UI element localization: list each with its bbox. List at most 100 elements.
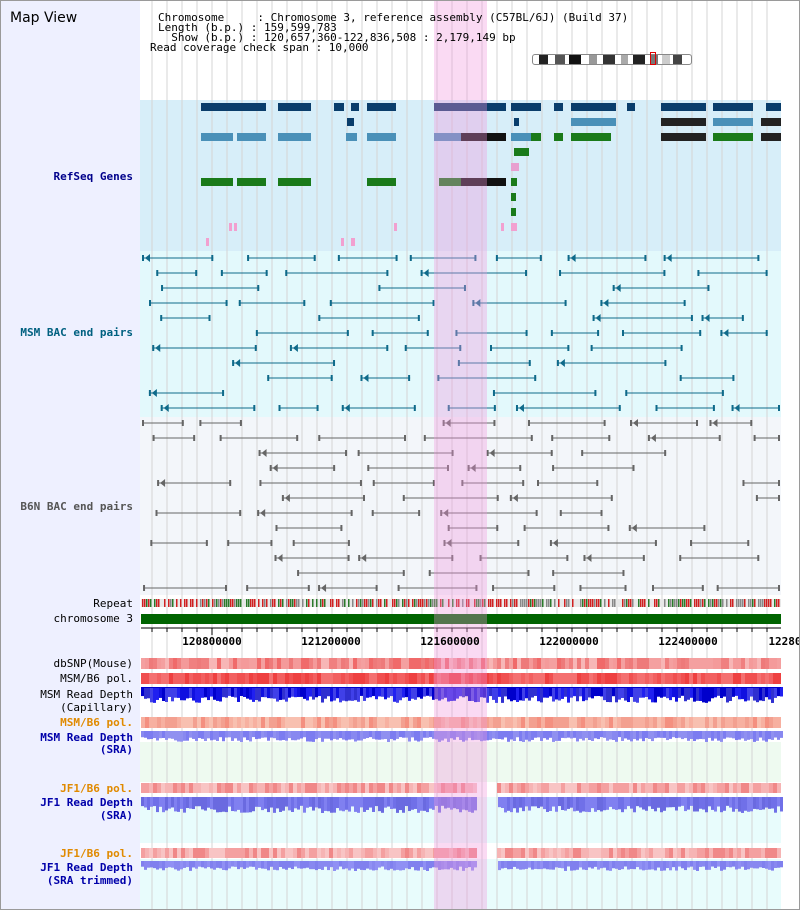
b6n-bac-pair: [718, 435, 721, 441]
jf1-b6-pol-strip: [365, 783, 369, 793]
jf1-b6-pol-strip-2: [777, 848, 781, 858]
msm-bac-pair: [590, 345, 593, 351]
b6n-bac-pair: [470, 464, 476, 472]
msm-depth-sra-label-2[interactable]: (SRA): [99, 743, 133, 756]
dbsnp-strip: [421, 658, 425, 669]
jf1-depth-trim-bar: [696, 861, 699, 871]
b6n-bac-pair: [375, 585, 378, 591]
jf1-b6-pol-strip: [409, 783, 413, 793]
jf1-b6-pol-strip-2: [657, 848, 661, 858]
repeat-mark: [632, 599, 634, 607]
msm-depth-sra-label-1[interactable]: MSM Read Depth: [40, 731, 133, 744]
msm-depth-cap-bar: [705, 687, 708, 703]
jf1-depth-label-2[interactable]: (SRA): [99, 809, 133, 822]
msm-depth-cap-bar: [747, 687, 750, 701]
msm-depth-cap-bar: [738, 687, 741, 700]
jf1-b6-pol-strip: [741, 783, 745, 793]
jf1-b6-pol-strip: [513, 783, 517, 793]
repeat-mark: [530, 599, 532, 607]
msm-b6-pol-strip: [665, 673, 669, 684]
msm-b6-pol-strip-2: [281, 717, 285, 728]
jf1-b6-pol-label-2[interactable]: JF1/B6 pol.: [60, 847, 133, 860]
msm-b6-pol-strip-2: [673, 717, 677, 728]
dbsnp-label[interactable]: dbSNP(Mouse): [53, 657, 133, 670]
jf1-depth-bar: [294, 797, 297, 809]
jf1-depth-trim-bar: [387, 861, 390, 871]
jf1-depth-trim-label-1[interactable]: JF1 Read Depth: [40, 861, 133, 874]
repeat-mark: [676, 599, 678, 607]
axis-tick-label: 12280: [768, 635, 800, 648]
chromosome-ideogram[interactable]: [532, 54, 692, 65]
msm-depth-cap-bar: [180, 687, 183, 701]
repeat-mark: [352, 599, 354, 607]
jf1-depth-bar: [435, 797, 438, 806]
jf1-b6-pol-strip: [533, 783, 537, 793]
jf1-depth-trim-bar: [441, 861, 444, 870]
msm-b6-pol-strip-2: [181, 717, 185, 728]
dbsnp-strip: [357, 658, 361, 669]
jf1-depth-trim-bar: [567, 861, 570, 867]
jf1-b6-pol-strip: [261, 783, 265, 793]
jf1-b6-pol-strip: [693, 783, 697, 793]
jf1-depth-bar: [300, 797, 303, 806]
repeat-mark: [628, 599, 630, 607]
b6n-bac-pair: [143, 585, 146, 591]
msm-depth-sra-bar: [303, 731, 306, 738]
b6n-bac-label[interactable]: B6N BAC end pairs: [20, 500, 133, 513]
msm-bac-pair: [341, 405, 344, 411]
chromosome-label[interactable]: chromosome 3: [53, 612, 133, 625]
b6n-bac-pair: [742, 480, 745, 486]
msm-b6-pol-label-2[interactable]: MSM/B6 pol.: [60, 716, 133, 729]
jf1-depth-trim-bar: [576, 861, 579, 870]
msm-depth-sra-bar: [192, 731, 195, 739]
msm-bac-label[interactable]: MSM BAC end pairs: [20, 326, 133, 339]
jf1-depth-label-1[interactable]: JF1 Read Depth: [40, 796, 133, 809]
jf1-depth-bar: [507, 797, 510, 811]
repeat-mark: [774, 599, 776, 607]
repeat-mark: [466, 599, 468, 607]
msm-depth-sra-bar: [696, 731, 699, 740]
msm-b6-pol-strip-2: [745, 717, 749, 728]
repeat-mark: [408, 599, 410, 607]
msm-bac-pair: [655, 405, 658, 411]
msm-b6-pol-label[interactable]: MSM/B6 pol.: [60, 672, 133, 685]
refseq-label[interactable]: RefSeq Genes: [53, 170, 133, 183]
jf1-b6-pol-strip-2: [313, 848, 317, 858]
msm-depth-cap-bar: [726, 687, 729, 703]
jf1-depth-trim-bar: [378, 861, 381, 868]
jf1-b6-pol-strip: [213, 783, 217, 793]
msm-depth-sra-bar: [678, 731, 681, 738]
msm-depth-sra-bar: [261, 731, 264, 738]
jf1-depth-trim-label-2[interactable]: (SRA trimmed): [46, 874, 133, 887]
show-info: Show (b.p.) : 120,657,360-122,836,508 : …: [158, 31, 516, 44]
msm-bac-pair: [371, 330, 374, 336]
msm-depth-cap-bar: [426, 687, 429, 696]
page-title: Map View: [10, 10, 78, 26]
msm-depth-cap-bar: [552, 687, 555, 702]
dbsnp-strip: [657, 658, 661, 669]
refseq-gene-feature: [661, 133, 706, 141]
jf1-depth-bar: [777, 797, 780, 807]
repeat-mark: [336, 599, 338, 607]
msm-b6-pol-strip: [729, 673, 733, 684]
jf1-b6-pol-label[interactable]: JF1/B6 pol.: [60, 782, 133, 795]
repeat-mark: [696, 599, 698, 607]
jf1-depth-trim-bar: [192, 861, 195, 868]
jf1-b6-pol-strip: [305, 783, 309, 793]
jf1-b6-pol-strip-2: [273, 848, 277, 858]
msm-depth-cap-label-2[interactable]: (Capillary): [60, 701, 133, 714]
jf1-depth-trim-bar: [153, 861, 156, 869]
repeat-label[interactable]: Repeat: [93, 597, 133, 610]
msm-depth-cap-bar: [429, 687, 432, 697]
msm-depth-cap-label-1[interactable]: MSM Read Depth: [40, 688, 133, 701]
msm-b6-pol-strip-2: [165, 717, 169, 728]
msm-depth-cap-bar: [324, 687, 327, 699]
msm-bac-pair: [211, 255, 214, 261]
repeat-mark: [656, 599, 658, 607]
jf1-depth-trim-bar: [300, 861, 303, 869]
dbsnp-strip: [589, 658, 593, 669]
repeat-track: [141, 599, 781, 607]
msm-depth-cap-bar: [204, 687, 207, 698]
b6n-bac-pair: [284, 494, 290, 502]
